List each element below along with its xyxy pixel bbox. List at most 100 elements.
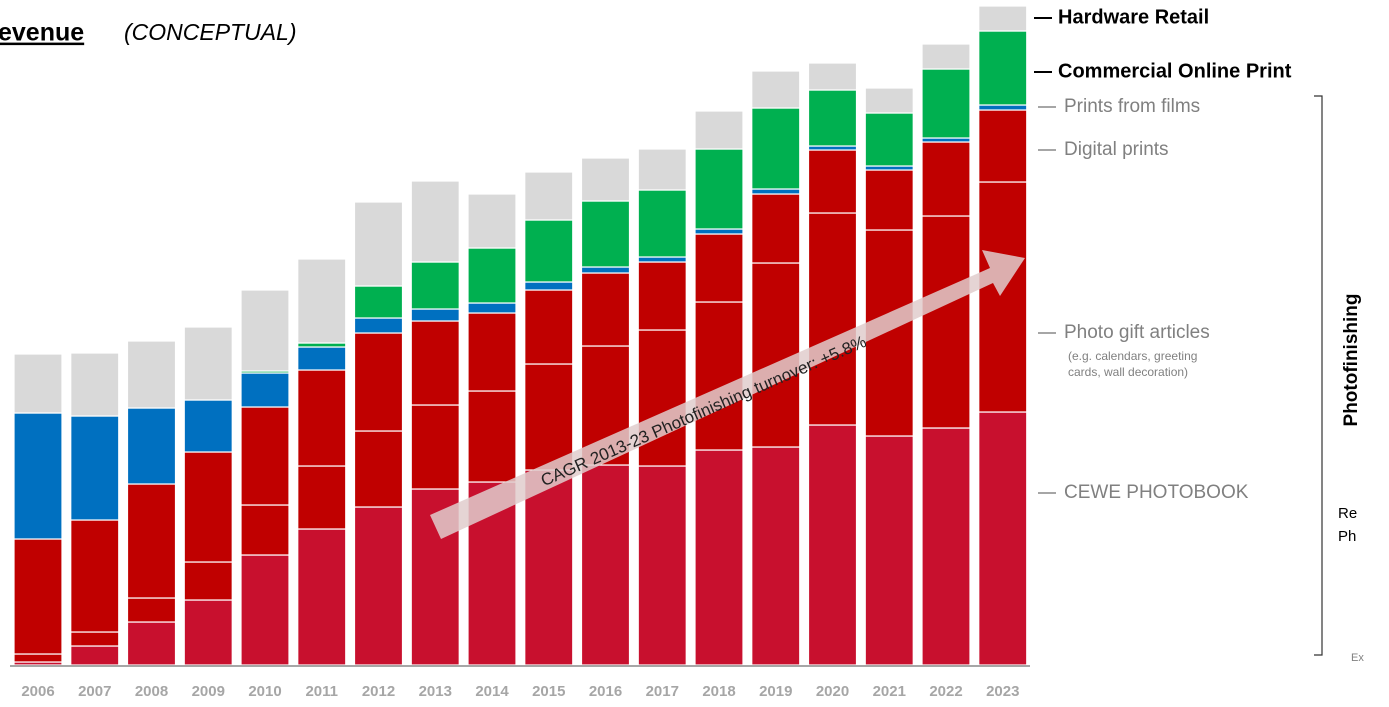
bar-segment [410,320,460,406]
bar-segment [751,188,801,195]
bar-segment [694,449,744,666]
bar-segment [524,281,574,291]
bar-segment [921,215,971,429]
bar-segment [410,404,460,490]
x-tick-label: 2006 [21,683,54,700]
bar-segment [13,353,63,414]
legend-label: Prints from films [1064,96,1200,117]
bar-segment [751,446,801,666]
bar-segment [694,233,744,303]
bar-segment [353,506,404,666]
bar-segment [580,464,631,666]
legend-label: CEWE PHOTOBOOK [1064,482,1249,503]
bar-segment [978,104,1028,111]
bar-segment [978,411,1028,666]
bar-segment [978,181,1028,413]
cagr-arrow [430,250,1025,539]
bar-segment [70,631,120,647]
bar-segment [580,266,631,274]
bar-segment [240,554,290,666]
bar-segment [297,342,347,348]
bar-segment [70,645,120,666]
x-tick-label: 2017 [646,683,679,700]
bar-segment [467,390,517,483]
bar-segment [864,169,914,231]
x-tick-label: 2020 [816,683,849,700]
bar-segment [183,561,233,601]
bar-segment [864,87,914,114]
bar-segment [183,326,233,401]
bar-segment [637,256,687,263]
x-tick-label: 2013 [419,683,452,700]
x-tick-label: 2018 [702,683,735,700]
bar-segment [410,261,460,310]
x-tick-label: 2022 [929,683,962,700]
bar-segment [694,228,744,235]
bar-segment [637,261,687,331]
x-tick-label: 2011 [305,683,338,700]
legend-note: (e.g. calendars, greeting [1068,349,1197,363]
legend-label: Digital prints [1064,139,1169,160]
bar-segment [467,312,517,392]
bar-segment [126,483,177,599]
bar-segment [183,399,233,453]
bar-segment [353,430,404,508]
legend-note: cards, wall decoration) [1068,365,1188,379]
bar-segment [864,165,914,171]
bar-segment [694,110,744,150]
bar-segment [978,5,1028,32]
x-tick-label: 2007 [78,683,111,700]
side-text: Re [1338,505,1357,522]
bar-segment [580,157,631,202]
bar-segment [807,212,858,426]
bar-segment [13,412,63,540]
bar-segment [183,451,233,563]
bracket [1314,95,1323,656]
legend-label: Commercial Online Print [1058,60,1292,82]
bar-segment [524,171,574,221]
bar-segment [864,112,914,167]
x-tick-label: 2015 [532,683,565,700]
x-tick-label: 2016 [589,683,622,700]
bar-segment [751,107,801,190]
bar-segment [353,332,404,432]
bar-segment [297,346,347,371]
x-tick-label: 2012 [362,683,395,700]
bar-segment [353,285,404,319]
bar-segment [126,621,177,666]
x-tick-label: 2021 [873,683,906,700]
bar-segment [921,137,971,143]
x-tick-label: 2009 [192,683,225,700]
side-text: Ex [1351,652,1364,664]
bar-segment [467,193,517,249]
bar-segment [410,180,460,263]
bar-segment [921,427,971,666]
bar-segment [524,363,574,471]
bar-segment [580,272,631,347]
bar-segment [694,301,744,451]
bar-segment [921,68,971,139]
bar-segment [297,369,347,467]
bar-segment [580,200,631,268]
bar-segment [978,109,1028,183]
bar-segment [240,372,290,408]
bar-segment [807,424,858,666]
x-tick-label: 2008 [135,683,168,700]
bar-segment [70,415,120,521]
bar-segment [70,352,120,417]
bar-segment [126,340,177,409]
bar-segment [240,504,290,556]
x-tick-label: 2019 [759,683,792,700]
bar-segment [694,148,744,230]
x-tick-label: 2023 [986,683,1019,700]
bar-segment [410,308,460,322]
bar-segment [864,435,914,666]
chart-subtitle: (CONCEPTUAL) [124,19,297,45]
bar-segment [751,262,801,448]
bar-segment [240,289,290,372]
bracket-label: Photofinishing [1341,294,1362,427]
bar-segment [807,145,858,151]
legend-label: Photo gift articles [1064,322,1210,343]
bar-segment [807,149,858,214]
